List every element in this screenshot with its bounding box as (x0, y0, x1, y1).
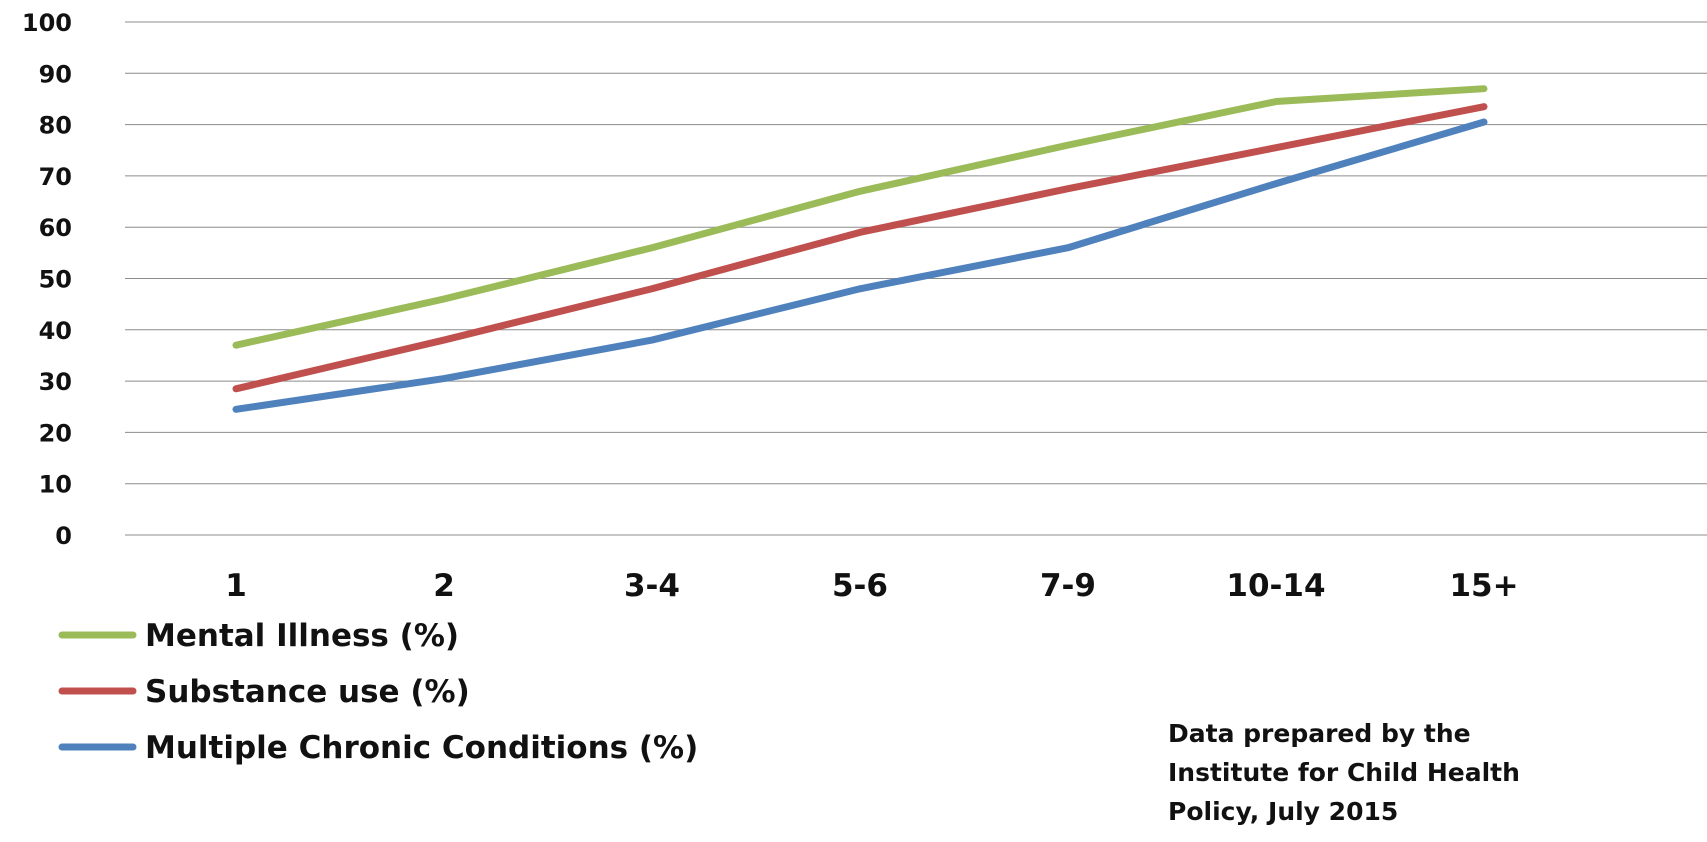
data-point (1483, 106, 1485, 108)
x-tick-label: 1 (225, 568, 247, 604)
data-point (1483, 88, 1485, 90)
x-tick-label: 10-14 (1226, 568, 1325, 604)
legend-label: Multiple Chronic Conditions (%) (145, 730, 698, 766)
data-point (1067, 144, 1069, 146)
x-tick-label: 15+ (1449, 568, 1518, 604)
data-point (1275, 147, 1277, 149)
x-tick-label: 5-6 (832, 568, 888, 604)
y-tick-label: 50 (39, 266, 72, 294)
series-line-mental-illness (232, 85, 1488, 349)
data-point (859, 231, 861, 233)
data-point (859, 190, 861, 192)
data-point (1067, 188, 1069, 190)
x-tick-label: 3-4 (624, 568, 680, 604)
data-point (1275, 183, 1277, 185)
y-tick-label: 10 (39, 471, 72, 499)
legend-label: Mental Illness (%) (145, 618, 459, 654)
data-point (235, 388, 237, 390)
data-point (443, 298, 445, 300)
series-line-substance-use (232, 103, 1488, 393)
x-tick-label: 7-9 (1040, 568, 1096, 604)
y-tick-label: 40 (39, 317, 72, 345)
y-tick-label: 0 (55, 522, 72, 550)
y-tick-label: 70 (39, 163, 72, 191)
y-tick-label: 100 (22, 9, 72, 37)
data-point (651, 247, 653, 249)
y-tick-label: 60 (39, 214, 72, 242)
data-point (859, 288, 861, 290)
y-tick-label: 90 (39, 60, 72, 88)
data-point (651, 288, 653, 290)
data-point (1483, 121, 1485, 123)
annotation-line: Policy, July 2015 (1168, 797, 1398, 826)
x-axis-category-labels: 1 2 3-4 5-6 7-9 10-14 15+ (225, 568, 1518, 604)
data-point (235, 344, 237, 346)
annotation-line: Data prepared by the (1168, 719, 1471, 748)
annotation-line: Institute for Child Health (1168, 758, 1520, 787)
data-point (443, 378, 445, 380)
series-line-multiple-chronic-conditions (232, 118, 1488, 413)
legend-label: Substance use (%) (145, 674, 470, 710)
data-point (443, 339, 445, 341)
y-tick-label: 30 (39, 368, 72, 396)
x-tick-label: 2 (433, 568, 455, 604)
y-tick-label: 80 (39, 112, 72, 140)
data-point (651, 339, 653, 341)
series-lines (232, 85, 1488, 413)
source-annotation: Data prepared by the Institute for Child … (1168, 719, 1520, 826)
legend: Mental Illness (%) Substance use (%) Multi… (58, 618, 698, 766)
y-axis-tick-labels: 0 10 20 30 40 50 60 70 80 90 100 (22, 9, 72, 550)
data-point (235, 408, 237, 410)
data-point (1275, 101, 1277, 103)
data-point (1067, 247, 1069, 249)
y-tick-label: 20 (39, 419, 72, 447)
